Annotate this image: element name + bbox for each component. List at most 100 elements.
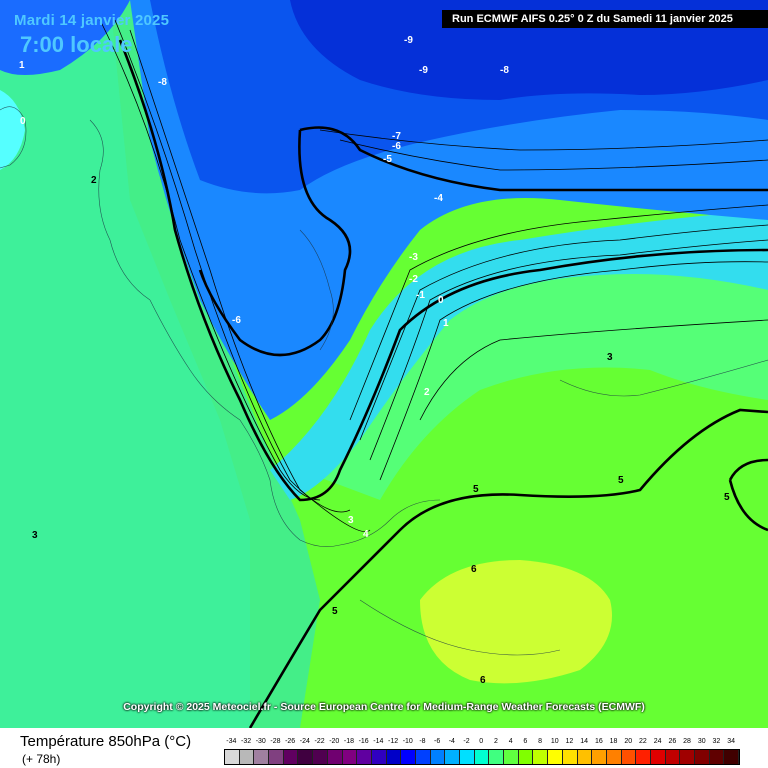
map-fill-warm-blob bbox=[420, 560, 612, 684]
isotherm-label: 3 bbox=[348, 515, 354, 526]
color-scale-tick-label: 34 bbox=[727, 738, 736, 745]
isotherm-label: 0 bbox=[438, 295, 444, 306]
color-scale-swatch bbox=[548, 750, 563, 764]
color-scale-bar bbox=[224, 749, 741, 765]
isotherm-label-group: -9 -9 -8 -8 -7 -6 -5 -4 -3 -2 -1 0 1 2 3… bbox=[19, 35, 730, 686]
color-scale-tick-label: 6 bbox=[523, 738, 528, 745]
color-scale-tick-label: -18 bbox=[343, 738, 354, 745]
forecast-date: Mardi 14 janvier 2025 bbox=[14, 12, 170, 29]
isotherm-label: -9 bbox=[404, 35, 413, 46]
legend-area: Température 850hPa (°C) (+ 78h) -34 -32 -3… bbox=[0, 728, 768, 768]
color-scale-tick-label: -10 bbox=[402, 738, 413, 745]
color-scale-swatch bbox=[592, 750, 607, 764]
isotherm-label: 3 bbox=[32, 530, 38, 541]
color-scale-swatch bbox=[636, 750, 651, 764]
isotherm-label: -2 bbox=[409, 274, 418, 285]
color-scale-swatch bbox=[562, 750, 578, 764]
color-scale-swatch bbox=[254, 750, 270, 764]
color-scale-swatch bbox=[415, 750, 431, 764]
color-scale-swatch bbox=[430, 750, 446, 764]
color-scale-tick-label: 22 bbox=[639, 738, 647, 745]
color-scale-swatch bbox=[709, 750, 725, 764]
color-scale-tick-label: -20 bbox=[329, 738, 340, 745]
isotherm-label: -4 bbox=[434, 193, 443, 204]
coastlines bbox=[0, 106, 768, 656]
color-scale-swatch bbox=[606, 750, 622, 764]
color-scale-swatch bbox=[504, 750, 519, 764]
isotherm-label: 5 bbox=[473, 484, 479, 495]
color-scale-swatch bbox=[724, 750, 740, 764]
color-scale-tick-label: 32 bbox=[712, 738, 721, 745]
color-scale-swatch bbox=[460, 750, 475, 764]
map-fill-band-2 bbox=[270, 210, 768, 500]
isotherm-label: 5 bbox=[724, 492, 730, 503]
isotherm-label: -8 bbox=[500, 65, 509, 76]
color-scale-tick-label: 10 bbox=[550, 738, 559, 745]
map-fill-west-cyan bbox=[0, 90, 25, 170]
isotherm-label: 1 bbox=[443, 318, 449, 329]
color-scale-swatch bbox=[269, 750, 284, 764]
color-scale-tick-label: -4 bbox=[448, 738, 455, 745]
isotherm-label: -6 bbox=[392, 141, 401, 152]
color-scale-swatch bbox=[313, 750, 328, 764]
color-scale-swatch bbox=[371, 750, 387, 764]
color-scale-swatch bbox=[650, 750, 666, 764]
color-scale-tick-label: -24 bbox=[299, 738, 310, 745]
color-scale-swatch bbox=[342, 750, 358, 764]
color-scale-tick-label: -32 bbox=[240, 738, 252, 745]
color-scale-ticks: -34 -32 -30 -28 -26 -24 -22 -20 -18 -16 -14 -12 -10-… bbox=[224, 738, 754, 748]
color-scale-swatch bbox=[386, 750, 402, 764]
color-scale-tick-label: -34 bbox=[226, 738, 237, 745]
isotherm-label: -6 bbox=[232, 315, 241, 326]
color-scale-tick-label: -14 bbox=[373, 738, 384, 745]
color-scale-tick-label: -12 bbox=[387, 738, 399, 745]
isotherm-lines bbox=[99, 19, 768, 532]
isotherm-label: 6 bbox=[480, 675, 486, 686]
color-scale-swatch bbox=[298, 750, 314, 764]
color-scale-swatch bbox=[621, 750, 637, 764]
color-scale-tick-label: -30 bbox=[255, 738, 266, 745]
color-scale-swatch bbox=[518, 750, 534, 764]
color-scale-tick-label: 14 bbox=[580, 738, 589, 745]
map-fill-band-1 bbox=[300, 250, 768, 500]
isotherm-label: 1 bbox=[19, 60, 25, 71]
color-scale-tick-label: 26 bbox=[668, 738, 677, 745]
isotherm-label: -5 bbox=[383, 154, 392, 165]
color-scale-tick-label: -26 bbox=[285, 738, 296, 745]
temperature-map: -9 -9 -8 -8 -7 -6 -5 -4 -3 -2 -1 0 1 2 3… bbox=[0, 0, 768, 728]
color-scale-tick-label: 8 bbox=[538, 738, 542, 745]
isotherm-label: -9 bbox=[419, 65, 428, 76]
thick-isotherms bbox=[118, 39, 768, 728]
color-scale-tick-label: 2 bbox=[493, 738, 498, 745]
lead-time: (+ 78h) bbox=[22, 752, 61, 766]
isotherm-label: 4 bbox=[363, 529, 369, 540]
color-scale-tick-label: 28 bbox=[683, 738, 691, 745]
isotherm-label: 2 bbox=[91, 175, 97, 186]
color-scale-swatch bbox=[474, 750, 490, 764]
color-scale-tick-label: -8 bbox=[419, 738, 426, 745]
color-scale-tick-label: -16 bbox=[358, 738, 369, 745]
color-scale-swatch bbox=[357, 750, 372, 764]
color-scale-tick-label: 20 bbox=[624, 738, 633, 745]
color-scale-swatch bbox=[577, 750, 593, 764]
color-scale-swatch bbox=[225, 750, 240, 764]
isotherm-label: 6 bbox=[471, 564, 477, 575]
color-scale-swatch bbox=[665, 750, 681, 764]
color-scale-swatch bbox=[283, 750, 299, 764]
color-scale-tick-label: -6 bbox=[434, 738, 441, 745]
color-scale-tick-label: -28 bbox=[270, 738, 281, 745]
color-scale-tick-label: 12 bbox=[565, 738, 574, 745]
isotherm-label: 0 bbox=[20, 116, 26, 127]
isotherm-label: -1 bbox=[416, 290, 425, 301]
isotherm-label: 3 bbox=[607, 352, 613, 363]
forecast-time: 7:00 locale bbox=[20, 32, 133, 57]
color-scale-swatch bbox=[489, 750, 505, 764]
color-scale-swatch bbox=[695, 750, 710, 764]
isotherm-label: -8 bbox=[158, 77, 167, 88]
color-scale-tick-label: -2 bbox=[463, 738, 470, 745]
color-scale-swatch bbox=[401, 750, 416, 764]
color-scale-swatch bbox=[445, 750, 460, 764]
parameter-title: Température 850hPa (°C) bbox=[20, 733, 192, 750]
isotherm-label: 5 bbox=[618, 475, 624, 486]
color-scale-tick-label: -22 bbox=[314, 738, 325, 745]
